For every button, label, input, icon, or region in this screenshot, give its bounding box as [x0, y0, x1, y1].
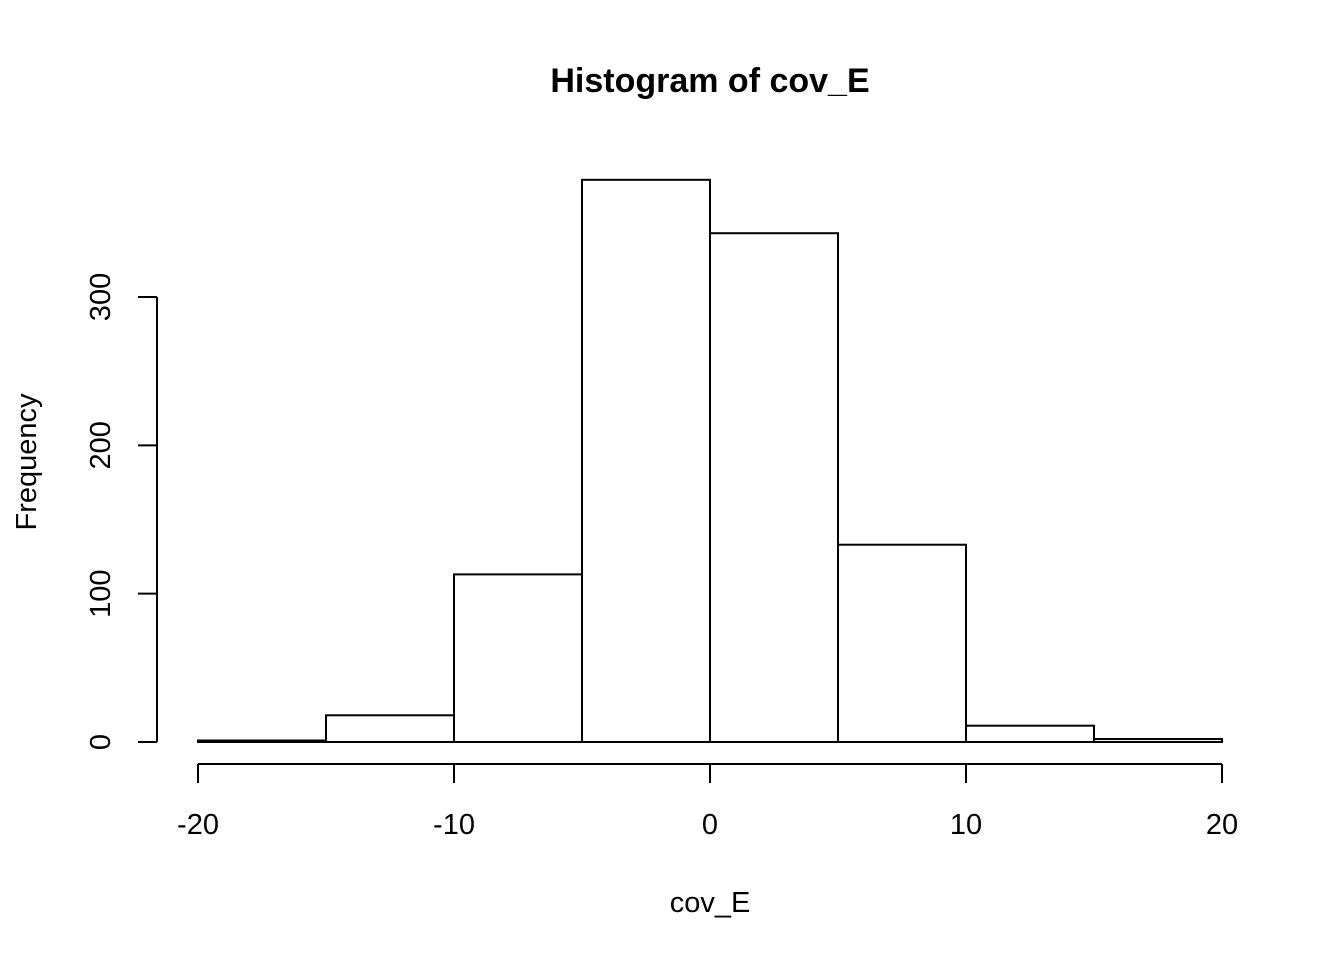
x-tick-label: 0: [702, 809, 718, 841]
histogram-bar: [709, 232, 839, 743]
y-tick-label: 100: [85, 569, 117, 617]
x-tick-label: 20: [1206, 809, 1238, 841]
x-tick-label: 10: [950, 809, 982, 841]
histogram-bar: [965, 724, 1095, 744]
y-axis-label: Frequency: [11, 393, 43, 531]
y-axis: 0 100 200 300: [85, 273, 158, 750]
histogram-bar: [1093, 738, 1223, 743]
histogram-bar: [325, 714, 455, 743]
y-tick-label: 300: [85, 273, 117, 321]
x-axis: -20 -10 0 10 20: [177, 763, 1238, 841]
bars-group: [197, 178, 1223, 744]
histogram-bar: [837, 543, 967, 744]
x-axis-label: cov_E: [670, 887, 751, 919]
x-tick-label: -20: [177, 809, 219, 841]
x-tick-label: -10: [433, 809, 475, 841]
histogram-bar: [197, 739, 327, 743]
histogram-bar: [453, 573, 583, 744]
histogram-bar: [581, 178, 711, 744]
y-tick-label: 200: [85, 421, 117, 469]
chart-title: Histogram of cov_E: [550, 62, 869, 100]
y-tick-label: 0: [85, 734, 117, 750]
